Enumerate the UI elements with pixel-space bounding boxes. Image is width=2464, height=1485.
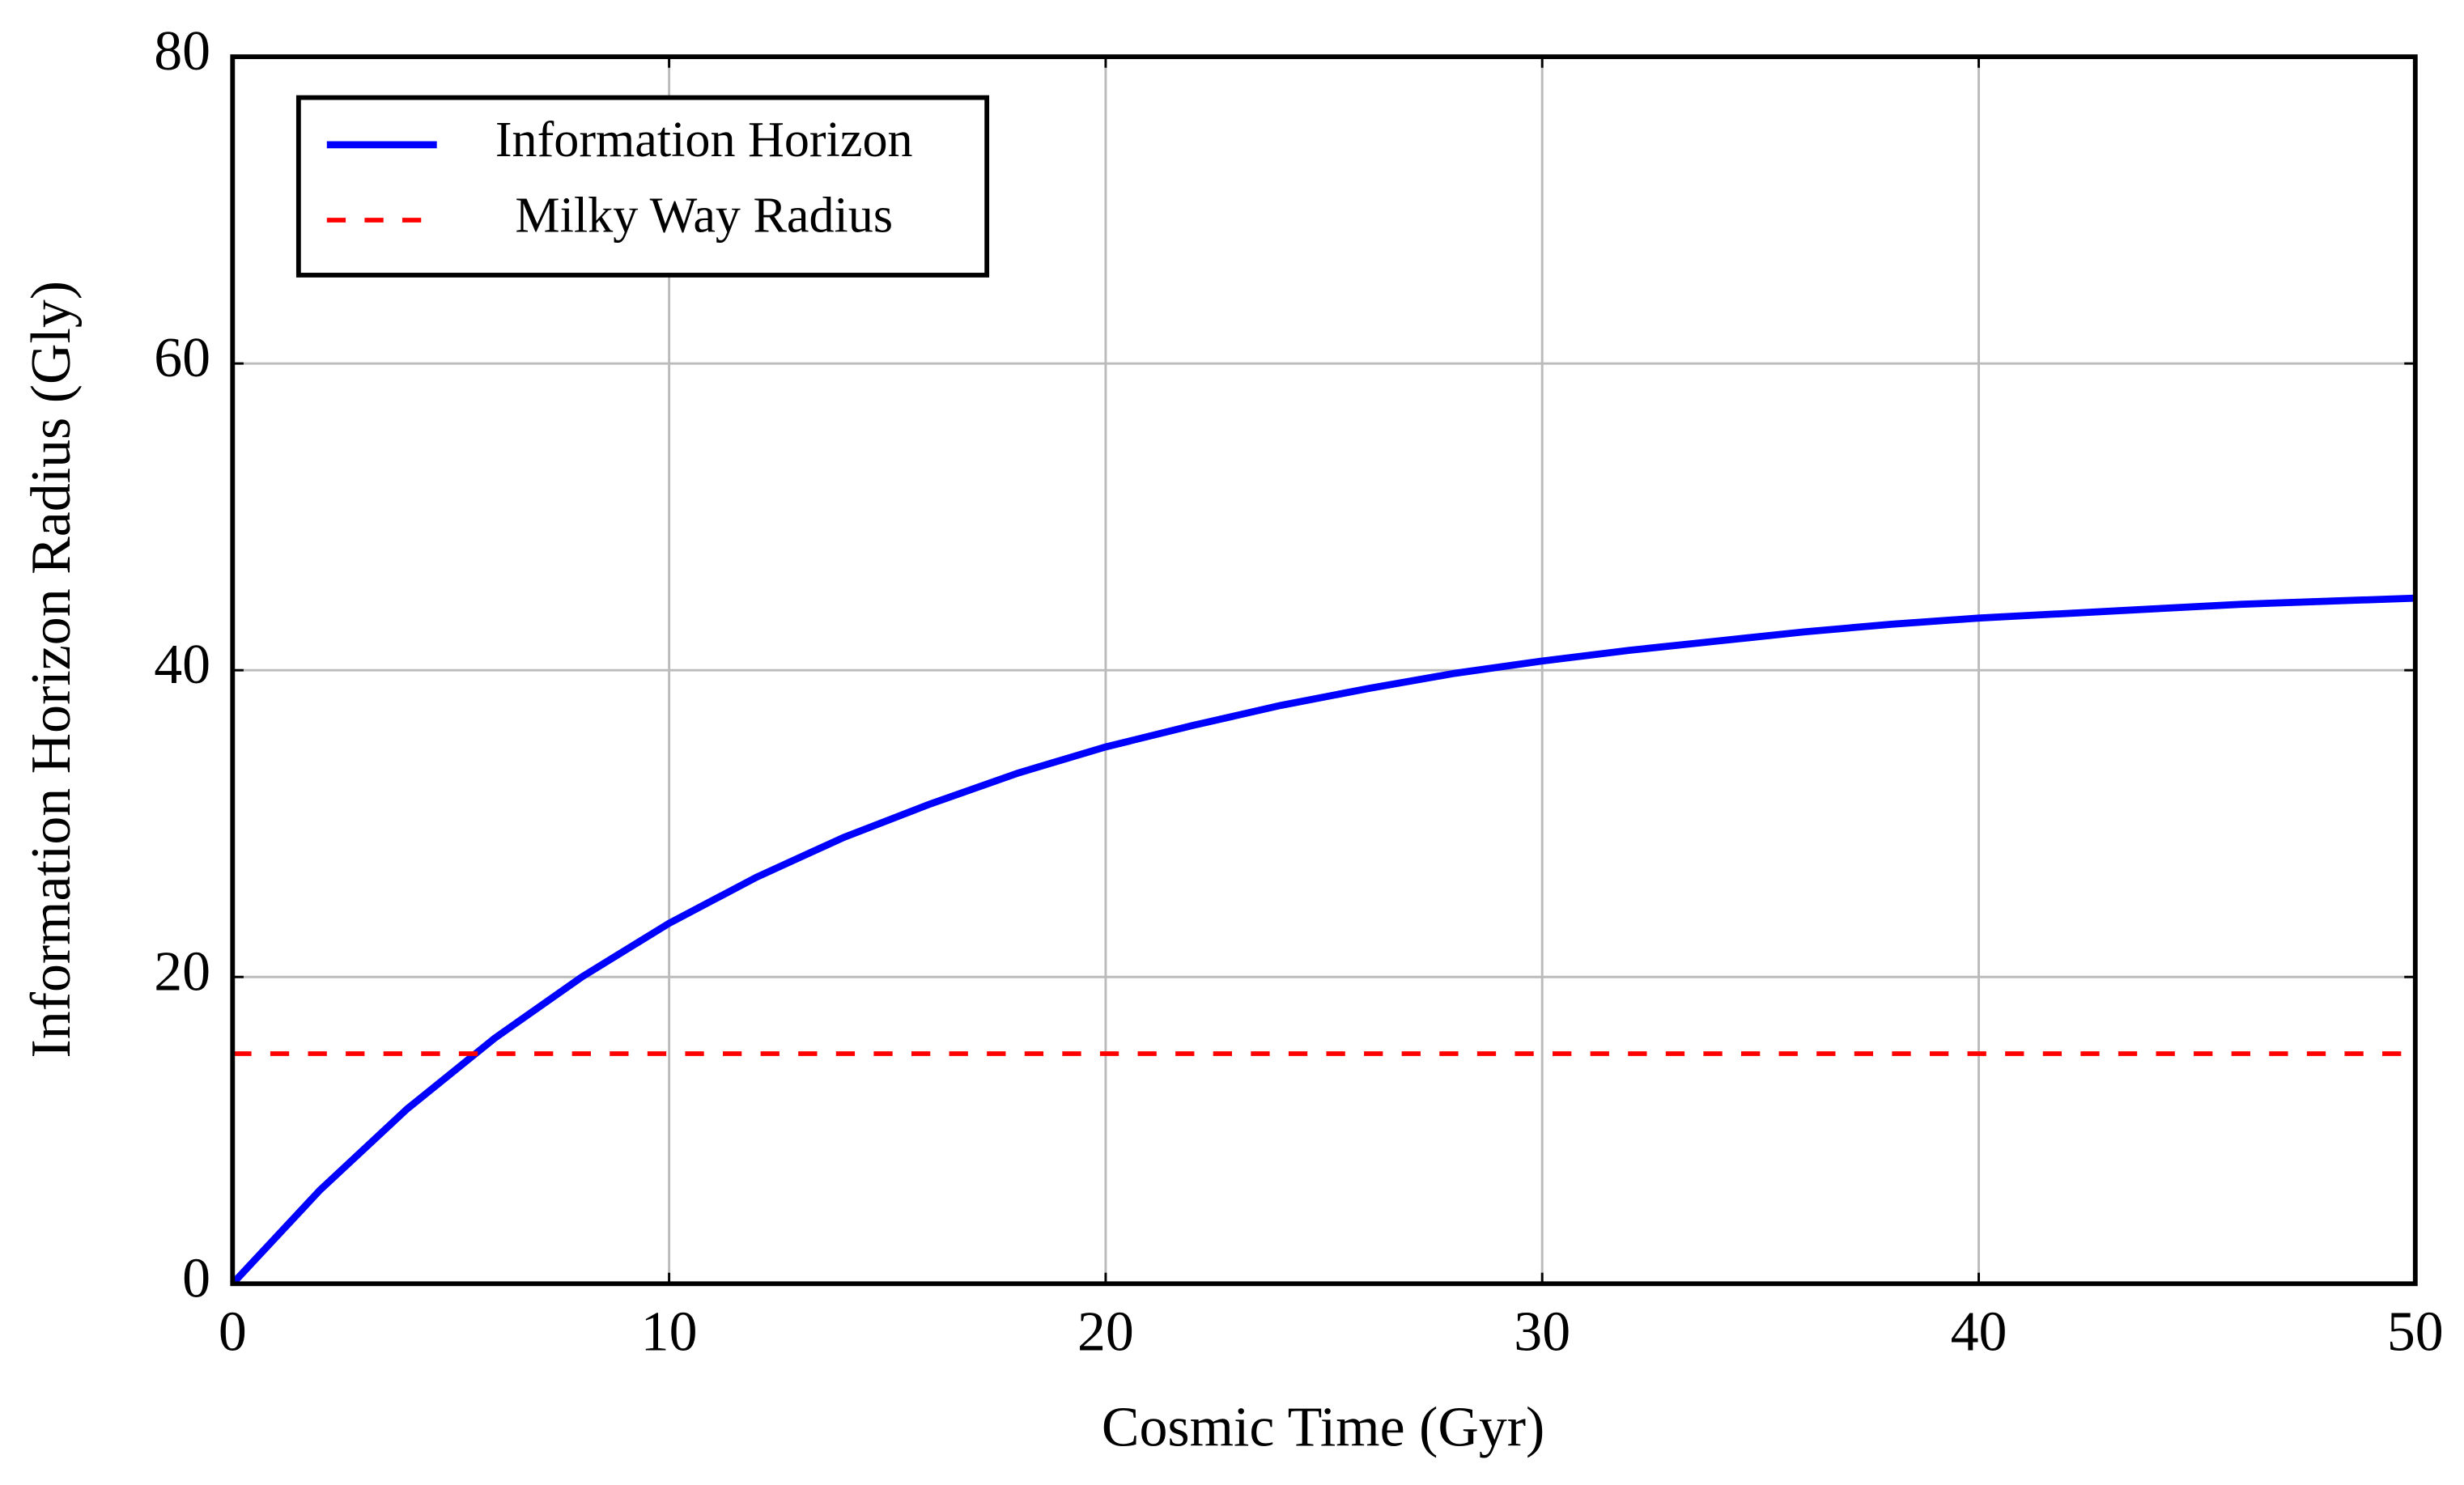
legend-label: Information Horizon xyxy=(495,112,913,168)
x-tick-label: 50 xyxy=(2387,1300,2444,1363)
x-tick-label: 20 xyxy=(1077,1300,1134,1363)
y-tick-label: 40 xyxy=(154,634,210,696)
legend: Information Horizon Milky Way Radius xyxy=(295,95,990,278)
legend-label: Milky Way Radius xyxy=(515,188,893,243)
y-tick-label: 20 xyxy=(154,940,210,1003)
x-tick-label: 40 xyxy=(1951,1300,2007,1363)
y-tick-label: 60 xyxy=(154,327,210,389)
legend-box xyxy=(295,95,990,278)
x-tick-label: 0 xyxy=(219,1300,247,1363)
x-axis-label: Cosmic Time (Gyr) xyxy=(1102,1397,1544,1459)
x-tick-label: 30 xyxy=(1514,1300,1570,1363)
y-axis-label: Information Horizon Radius (Gly) xyxy=(20,281,83,1059)
series-line xyxy=(230,594,2415,1287)
y-tick-label: 80 xyxy=(154,20,210,83)
x-tick-label: 10 xyxy=(641,1300,698,1363)
plot-frame xyxy=(230,54,2418,1287)
y-tick-label: 0 xyxy=(182,1247,210,1309)
